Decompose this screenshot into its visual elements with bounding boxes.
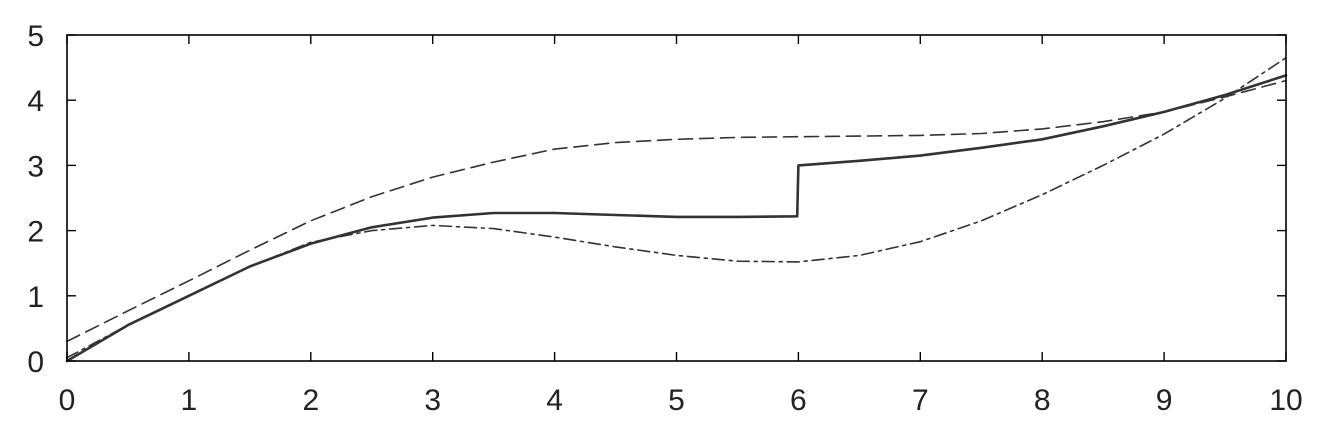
x-tick-label: 1 bbox=[181, 384, 198, 417]
series-layer bbox=[65, 56, 1288, 363]
x-tick-label: 5 bbox=[668, 384, 685, 417]
tick-labels-layer: 0 1 2 3 4 5 6 7 8 9 10 0 1 2 3 4 5 bbox=[27, 20, 1302, 417]
ticks-layer bbox=[66, 34, 1287, 362]
y-tick-label: 1 bbox=[27, 281, 44, 314]
x-tick-label: 2 bbox=[302, 384, 319, 417]
plot-frame bbox=[66, 34, 1287, 362]
y-tick-label: 5 bbox=[27, 20, 44, 53]
series-line-solid bbox=[65, 74, 1288, 363]
x-tick-label: 8 bbox=[1034, 384, 1051, 417]
x-tick-label: 4 bbox=[546, 384, 563, 417]
x-tick-label: 7 bbox=[912, 384, 929, 417]
series-line-dashed bbox=[66, 79, 1287, 343]
y-tick-label: 0 bbox=[27, 346, 44, 379]
series-line-dashdot bbox=[66, 56, 1287, 359]
x-tick-label: 3 bbox=[424, 384, 441, 417]
x-tick-label: 6 bbox=[790, 384, 807, 417]
y-tick-label: 4 bbox=[27, 85, 44, 118]
x-tick-label: 9 bbox=[1156, 384, 1173, 417]
y-tick-label: 3 bbox=[27, 150, 44, 183]
y-tick-label: 2 bbox=[27, 216, 44, 249]
x-tick-label: 10 bbox=[1269, 384, 1302, 417]
x-tick-label: 0 bbox=[59, 384, 76, 417]
